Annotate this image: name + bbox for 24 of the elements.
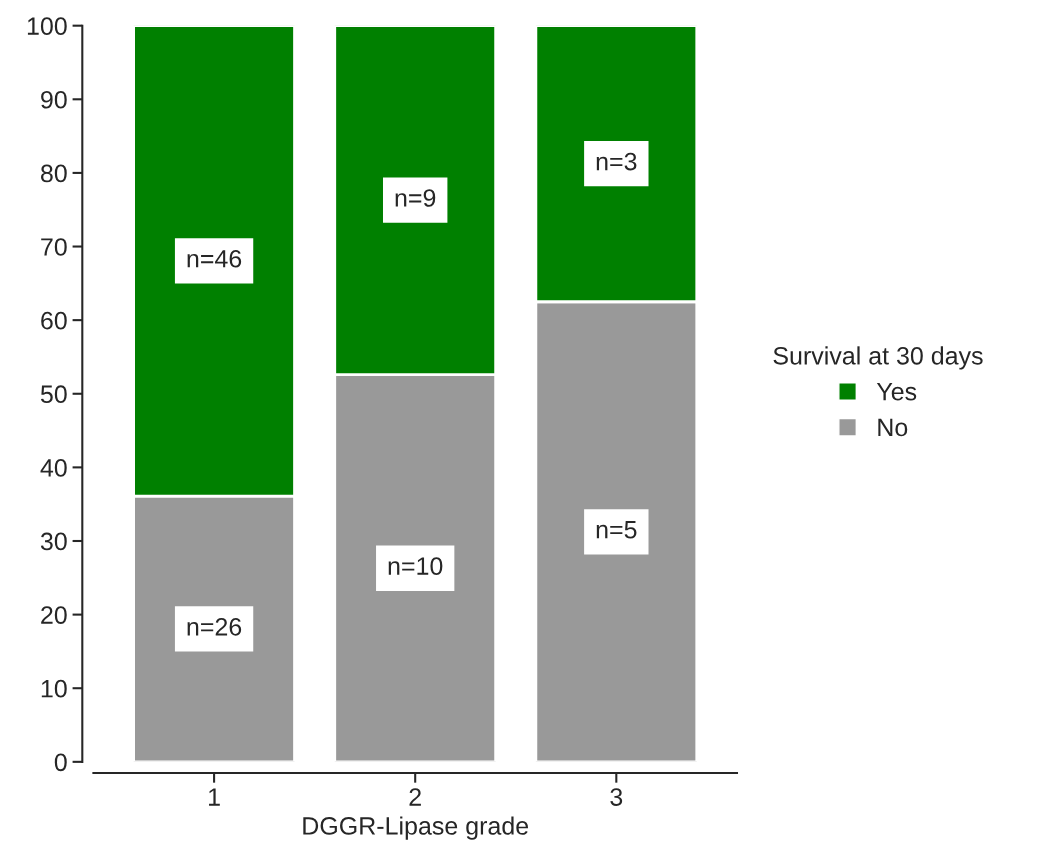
x-tick-label: 1 (209, 788, 220, 806)
y-tick-label: 50 (40, 385, 67, 404)
legend-label: Yes (876, 383, 917, 401)
annotation: n=46 (187, 249, 242, 268)
y-tick-label: 20 (41, 606, 67, 624)
legend-label: No (878, 418, 908, 437)
x-tick-label: 3 (610, 788, 623, 806)
annotation: n=3 (596, 152, 637, 171)
y-tick-label: 30 (40, 532, 67, 551)
y-tick-label: 0 (54, 753, 67, 772)
annotation: n=10 (388, 557, 443, 575)
y-tick-label: 90 (41, 90, 67, 109)
x-axis-title: DGGR-Lipase grade (303, 816, 529, 840)
y-tick-label: 100 (27, 17, 67, 35)
annotation: n=5 (596, 521, 637, 539)
y-tick-label: 80 (41, 164, 67, 183)
y-tick-label: 10 (41, 679, 67, 698)
annotation: n=26 (187, 617, 242, 636)
y-tick-label: 40 (40, 458, 67, 477)
x-tick-label: 2 (409, 788, 421, 806)
legend-title: Survival at 30 days (773, 346, 983, 370)
y-tick-label: 60 (41, 311, 67, 330)
y-tick-label: 70 (41, 238, 67, 256)
annotation: n=9 (395, 189, 436, 207)
